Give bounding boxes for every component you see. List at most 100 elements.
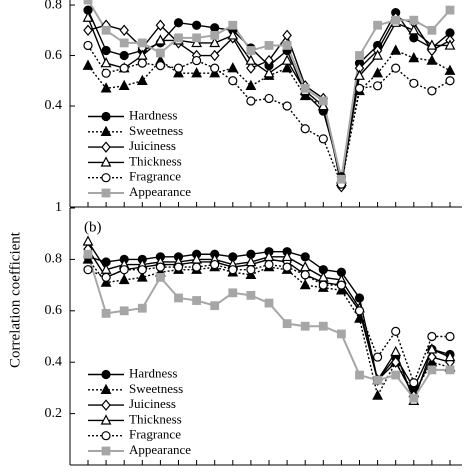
marker xyxy=(408,24,420,35)
marker xyxy=(282,41,292,50)
legend-label: Juiciness xyxy=(129,396,176,411)
marker xyxy=(318,280,328,290)
y-tick-label: 0.8 xyxy=(45,252,63,267)
marker xyxy=(101,272,111,282)
legend-label: Sweetness xyxy=(129,123,183,138)
marker xyxy=(427,365,437,375)
marker xyxy=(173,262,184,272)
marker xyxy=(210,301,220,311)
marker xyxy=(227,29,239,40)
marker xyxy=(82,59,94,70)
marker xyxy=(83,265,93,275)
legend-marker xyxy=(100,383,112,394)
marker xyxy=(426,343,438,354)
marker xyxy=(427,25,437,35)
marker xyxy=(192,33,202,43)
legend-label: Hardness xyxy=(129,107,177,122)
marker xyxy=(118,79,130,91)
marker xyxy=(246,96,256,106)
marker xyxy=(300,321,310,331)
legend-label: Fragrance xyxy=(129,427,181,442)
marker xyxy=(354,293,365,303)
marker xyxy=(372,49,383,60)
marker xyxy=(192,262,202,272)
marker xyxy=(246,265,256,275)
marker xyxy=(390,345,402,357)
marker xyxy=(137,58,147,68)
marker xyxy=(245,79,257,91)
marker xyxy=(373,352,383,362)
marker xyxy=(264,93,274,104)
marker xyxy=(300,83,310,93)
marker xyxy=(174,33,183,43)
marker xyxy=(192,55,202,66)
marker xyxy=(246,290,256,300)
legend-marker xyxy=(100,156,112,167)
marker xyxy=(409,78,419,88)
marker xyxy=(336,280,346,290)
legend-label: Juiciness xyxy=(129,138,176,153)
marker xyxy=(282,262,292,272)
y-tick-label: 0.6 xyxy=(45,48,63,63)
marker xyxy=(373,81,383,91)
marker xyxy=(299,89,311,101)
marker xyxy=(373,375,382,385)
y-tick-label: 0.8 xyxy=(45,0,63,12)
marker xyxy=(318,134,328,144)
marker xyxy=(119,38,129,48)
marker xyxy=(300,252,310,262)
legend-label: Appearance xyxy=(129,184,191,199)
marker xyxy=(282,29,292,42)
marker xyxy=(299,279,311,290)
marker xyxy=(354,312,365,323)
marker xyxy=(427,331,437,342)
marker xyxy=(281,62,293,73)
marker xyxy=(101,68,111,78)
marker xyxy=(264,259,274,270)
legend-marker xyxy=(101,188,111,198)
legend-marker xyxy=(101,369,111,380)
marker xyxy=(409,393,419,403)
y-tick-label: 0.4 xyxy=(45,98,63,113)
marker xyxy=(246,46,256,55)
marker xyxy=(300,124,310,134)
marker xyxy=(210,259,220,270)
marker xyxy=(136,74,148,85)
marker xyxy=(426,54,438,65)
marker xyxy=(101,308,111,318)
marker xyxy=(299,261,311,272)
marker xyxy=(409,33,419,43)
marker xyxy=(445,76,455,86)
marker xyxy=(373,20,382,30)
marker xyxy=(119,265,129,275)
legend-marker xyxy=(101,141,111,153)
marker xyxy=(300,270,310,280)
marker xyxy=(101,45,111,56)
marker xyxy=(444,350,456,362)
marker xyxy=(318,321,328,331)
marker xyxy=(82,11,94,22)
legend-marker xyxy=(101,446,111,456)
legend-label: Thickness xyxy=(129,153,182,168)
marker xyxy=(390,44,402,55)
marker xyxy=(264,54,274,67)
legend-marker xyxy=(100,125,112,136)
marker xyxy=(391,326,401,336)
marker xyxy=(317,271,329,282)
marker xyxy=(173,18,184,28)
marker xyxy=(445,331,455,342)
marker xyxy=(101,25,111,35)
marker xyxy=(282,101,292,111)
marker xyxy=(118,273,130,285)
marker xyxy=(155,262,165,272)
marker xyxy=(191,36,202,48)
marker xyxy=(210,63,220,73)
y-tick-label: 1 xyxy=(55,200,62,215)
marker xyxy=(191,67,202,78)
marker xyxy=(264,41,274,50)
marker xyxy=(228,265,238,275)
marker xyxy=(409,15,419,25)
marker xyxy=(174,293,183,303)
marker xyxy=(337,329,346,339)
marker xyxy=(192,20,202,30)
